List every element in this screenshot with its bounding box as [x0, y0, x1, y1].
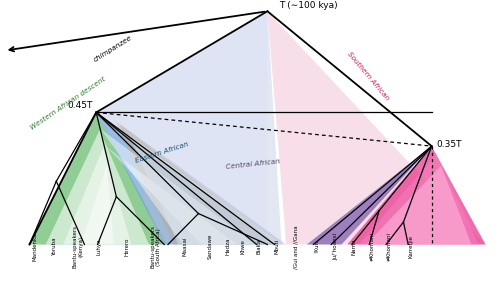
Text: Luhya: Luhya — [96, 238, 101, 255]
Text: Mandenka: Mandenka — [33, 232, 38, 261]
Polygon shape — [101, 129, 255, 244]
Text: 0.45T: 0.45T — [67, 101, 92, 110]
Polygon shape — [96, 183, 110, 244]
Text: Yoruba: Yoruba — [52, 237, 57, 256]
Text: Hadza: Hadza — [225, 238, 230, 255]
Text: Sandawe: Sandawe — [207, 234, 212, 259]
Polygon shape — [96, 112, 274, 244]
Polygon shape — [267, 11, 484, 244]
Text: T (∼100 kya): T (∼100 kya) — [279, 1, 337, 10]
Text: Mbuti: Mbuti — [274, 239, 279, 254]
Polygon shape — [46, 130, 149, 244]
Polygon shape — [306, 146, 431, 244]
Text: Khwe: Khwe — [240, 239, 245, 254]
Polygon shape — [365, 166, 470, 244]
Polygon shape — [28, 112, 166, 244]
Text: chimpanzee: chimpanzee — [92, 35, 133, 63]
Text: /Gui and //Gana: /Gui and //Gana — [293, 225, 298, 269]
Text: Eastern African: Eastern African — [134, 141, 189, 164]
Text: Biaka: Biaka — [256, 239, 261, 254]
Text: Bantu-speakers
(South Africa): Bantu-speakers (South Africa) — [150, 225, 161, 268]
Text: Ju/ʼhoansi: Ju/ʼhoansi — [333, 233, 338, 260]
Polygon shape — [105, 146, 236, 244]
Text: Southern African: Southern African — [346, 51, 389, 101]
Text: Karretjie: Karretjie — [407, 235, 412, 258]
Text: !Xun: !Xun — [314, 240, 319, 253]
Text: Central African: Central African — [225, 158, 280, 170]
Text: ≠Khomani: ≠Khomani — [385, 232, 390, 261]
Polygon shape — [81, 165, 114, 244]
Text: Western African descent: Western African descent — [29, 76, 107, 131]
Polygon shape — [115, 121, 279, 244]
Polygon shape — [63, 148, 131, 244]
Polygon shape — [28, 11, 281, 244]
Text: Maasai: Maasai — [182, 237, 187, 257]
Polygon shape — [42, 11, 267, 244]
Text: Bantu-speakers
(Kenya): Bantu-speakers (Kenya) — [73, 225, 83, 268]
Polygon shape — [358, 155, 477, 244]
Polygon shape — [347, 146, 484, 244]
Text: ≠Khomani: ≠Khomani — [369, 232, 374, 261]
Text: Nama: Nama — [351, 238, 356, 255]
Text: Herero: Herero — [124, 237, 129, 256]
Polygon shape — [129, 135, 281, 244]
Polygon shape — [119, 124, 286, 244]
Text: 0.35T: 0.35T — [435, 140, 461, 149]
